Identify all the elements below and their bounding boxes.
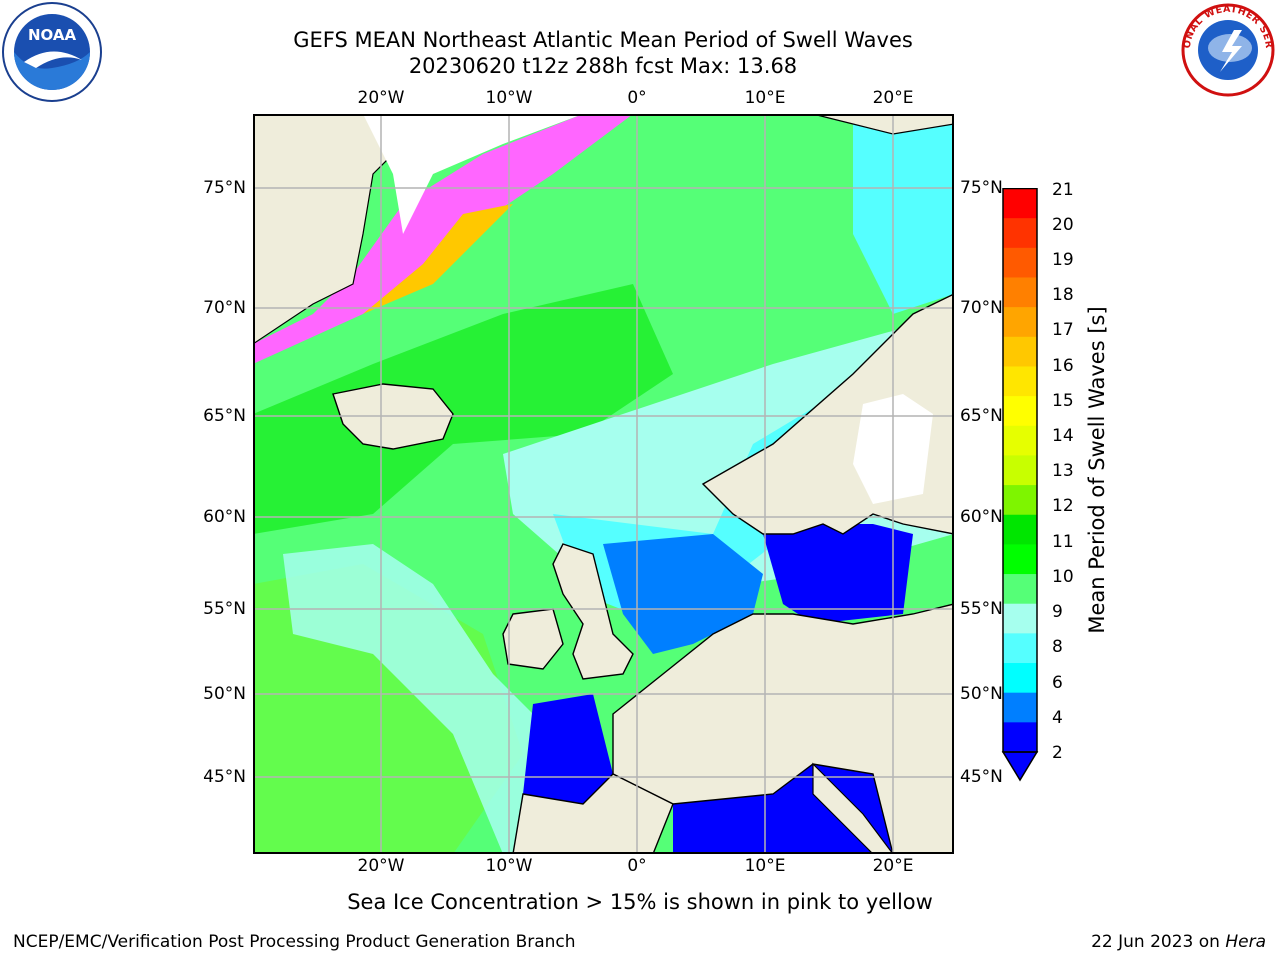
colorbar-label-12: 12 xyxy=(1052,496,1074,516)
lat-tick-left-55n: 55°N xyxy=(203,599,246,619)
colorbar-cell xyxy=(1003,574,1037,605)
lon-tick-top-10e: 10°E xyxy=(744,88,786,108)
colorbar-cell xyxy=(1003,722,1037,753)
footer-date-text: 22 Jun 2023 on xyxy=(1091,932,1226,952)
swell-period-map xyxy=(253,114,954,854)
lat-tick-right-60n: 60°N xyxy=(960,507,1003,527)
sea-ice-zone-yellow xyxy=(363,204,513,314)
colorbar-label-17: 17 xyxy=(1052,320,1074,340)
colorbar-label-8: 8 xyxy=(1052,637,1063,657)
land-iberia xyxy=(512,773,674,854)
swell-zone-7s-barents xyxy=(853,114,954,314)
chart-title-line1: GEFS MEAN Northeast Atlantic Mean Period… xyxy=(293,28,913,52)
colorbar-cell xyxy=(1003,544,1037,575)
lon-tick-bottom-20e: 20°E xyxy=(872,856,914,876)
colorbar-label-18: 18 xyxy=(1052,285,1074,305)
colorbar-cell xyxy=(1003,247,1037,279)
colorbar-label-11: 11 xyxy=(1052,532,1074,552)
lat-tick-right-75n: 75°N xyxy=(960,178,1003,198)
lat-tick-right-45n: 45°N xyxy=(960,767,1003,787)
colorbar-cells xyxy=(1003,188,1037,753)
lat-tick-right-50n: 50°N xyxy=(960,684,1003,704)
lat-tick-left-65n: 65°N xyxy=(203,406,246,426)
colorbar-label-19: 19 xyxy=(1052,250,1074,270)
swell-zone-11s xyxy=(253,284,673,534)
colorbar-cell xyxy=(1003,218,1037,249)
lon-tick-top-10w: 10°W xyxy=(485,88,533,108)
land-svalbard xyxy=(812,114,954,135)
footer-host: Hera xyxy=(1225,932,1266,952)
colorbar-label-16: 16 xyxy=(1052,356,1074,376)
lat-tick-left-60n: 60°N xyxy=(203,507,246,527)
lon-tick-bottom-10w: 10°W xyxy=(485,856,533,876)
colorbar-label-4: 4 xyxy=(1052,708,1063,728)
noaa-logo-text: NOAA xyxy=(28,26,77,44)
footer-date: 22 Jun 2023 on Hera xyxy=(1091,932,1266,952)
colorbar-label-15: 15 xyxy=(1052,391,1074,411)
colorbar-cell xyxy=(1003,336,1037,368)
colorbar-cell xyxy=(1003,633,1037,664)
lat-tick-left-50n: 50°N xyxy=(203,684,246,704)
lat-tick-right-70n: 70°N xyxy=(960,298,1003,318)
land-great-britain xyxy=(552,543,634,680)
footer-branch: NCEP/EMC/Verification Post Processing Pr… xyxy=(13,932,576,952)
sea-ice-note: Sea Ice Concentration > 15% is shown in … xyxy=(347,890,933,914)
chart-title-line2: 20230620 t12z 288h fcst Max: 13.68 xyxy=(408,54,798,78)
colorbar-extend-arrow xyxy=(1001,751,1039,782)
colorbar-cell xyxy=(1003,692,1037,723)
lat-tick-right-65n: 65°N xyxy=(960,406,1003,426)
nws-logo: NATIONAL WEATHER SERVICE xyxy=(1176,2,1275,97)
colorbar-label-6: 6 xyxy=(1052,673,1063,693)
swell-zone-3s-northsea xyxy=(603,534,763,654)
land-europe xyxy=(612,603,954,854)
lon-tick-bottom-10e: 10°E xyxy=(744,856,786,876)
colorbar-label-20: 20 xyxy=(1052,215,1074,235)
colorbar-cell xyxy=(1003,455,1037,486)
colorbar-title: Mean Period of Swell Waves [s] xyxy=(1085,306,1109,634)
lat-tick-left-75n: 75°N xyxy=(203,178,246,198)
colorbar-cell xyxy=(1003,603,1037,634)
colorbar-cell xyxy=(1003,366,1037,397)
colorbar-label-2: 2 xyxy=(1052,743,1063,763)
colorbar-label-14: 14 xyxy=(1052,426,1074,446)
graticule xyxy=(253,114,954,854)
colorbar-cell xyxy=(1003,307,1037,338)
lat-tick-left-70n: 70°N xyxy=(203,298,246,318)
colorbar-cell xyxy=(1003,514,1037,545)
colorbar-label-21: 21 xyxy=(1052,180,1074,200)
colorbar-label-13: 13 xyxy=(1052,461,1074,481)
lon-tick-bottom-0: 0° xyxy=(627,856,647,876)
lon-tick-top-20e: 20°E xyxy=(872,88,914,108)
colorbar xyxy=(1001,188,1039,782)
lat-tick-right-55n: 55°N xyxy=(960,599,1003,619)
colorbar-cell xyxy=(1003,425,1037,457)
colorbar-cell xyxy=(1003,485,1037,516)
land-italy xyxy=(812,762,894,854)
map-border xyxy=(253,114,954,854)
colorbar-cell xyxy=(1003,188,1037,219)
lat-tick-left-45n: 45°N xyxy=(203,767,246,787)
lon-tick-top-20w: 20°W xyxy=(357,88,405,108)
colorbar-label-10: 10 xyxy=(1052,567,1074,587)
colorbar-cell xyxy=(1003,396,1037,427)
ice-sheet-white xyxy=(363,114,583,234)
lon-tick-top-0: 0° xyxy=(627,88,647,108)
colorbar-label-9: 9 xyxy=(1052,602,1063,622)
swell-zone-2s-baltic xyxy=(763,524,913,624)
colorbar-cell xyxy=(1003,277,1037,308)
colorbar-cell xyxy=(1003,663,1037,694)
noaa-logo: NOAA xyxy=(2,2,102,102)
lon-tick-bottom-20w: 20°W xyxy=(357,856,405,876)
swell-zone-2s-mediterranean xyxy=(673,764,893,854)
colorbar-border xyxy=(1002,188,1038,753)
